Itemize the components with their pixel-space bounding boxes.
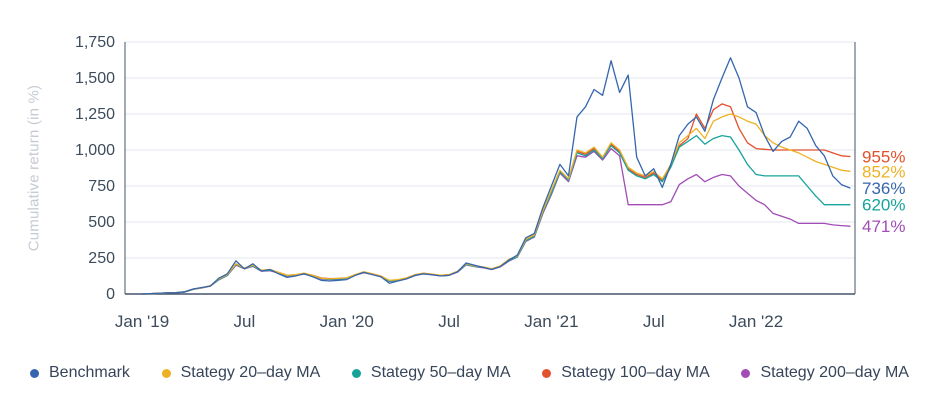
legend-label-50day-ma: Stategy 50–day MA: [370, 364, 511, 381]
legend-label-100day-ma: Stategy 100–day MA: [561, 364, 710, 381]
end-label-benchmark: 736%: [862, 179, 905, 198]
y-tick-label: 1,250: [75, 106, 115, 123]
y-tick-label: 0: [106, 286, 115, 303]
x-tick-label: Jan '21: [524, 312, 578, 331]
legend-dot-20day-ma: [161, 368, 171, 378]
series-line-benchmark: [141, 57, 851, 295]
legend-dot-100day-ma: [542, 368, 552, 378]
end-label-stategy-200-day-ma: 471%: [862, 217, 905, 236]
x-tick-label: Jul: [234, 312, 256, 331]
legend-dot-benchmark: [30, 368, 39, 378]
chart-legend: Benchmark Stategy 20–day MA Stategy 50–d…: [0, 364, 949, 382]
y-tick-label: 500: [88, 214, 115, 231]
end-label-stategy-20-day-ma: 852%: [862, 162, 905, 181]
series-line-stategy-50-day-ma: [141, 134, 851, 295]
series-line-stategy-100-day-ma: [141, 103, 851, 295]
x-tick-label: Jan '19: [115, 312, 169, 331]
legend-label-benchmark: Benchmark: [49, 364, 130, 381]
legend-label-20day-ma: Stategy 20–day MA: [180, 364, 321, 381]
y-tick-label: 1,750: [75, 34, 115, 51]
legend-dot-50day-ma: [351, 368, 361, 378]
legend-dot-200day-ma: [741, 368, 751, 378]
legend-item-50day-ma[interactable]: Stategy 50–day MA: [351, 364, 511, 382]
end-label-stategy-50-day-ma: 620%: [862, 196, 905, 215]
legend-item-20day-ma[interactable]: Stategy 20–day MA: [161, 364, 321, 382]
end-label-stategy-100-day-ma: 955%: [862, 147, 905, 166]
series-line-stategy-200-day-ma: [141, 147, 851, 295]
y-tick-label: 1,000: [75, 142, 115, 159]
legend-item-200day-ma[interactable]: Stategy 200–day MA: [741, 364, 909, 382]
x-tick-label: Jan '22: [729, 312, 783, 331]
x-tick-label: Jul: [643, 312, 665, 331]
legend-item-benchmark[interactable]: Benchmark: [30, 364, 130, 382]
y-tick-label: 250: [88, 250, 115, 267]
x-tick-label: Jan '20: [320, 312, 374, 331]
legend-label-200day-ma: Stategy 200–day MA: [760, 364, 909, 381]
y-tick-label: 1,500: [75, 70, 115, 87]
y-tick-label: 750: [88, 178, 115, 195]
x-tick-label: Jul: [438, 312, 460, 331]
y-axis-title: Cumulative return (in %): [25, 84, 43, 252]
legend-item-100day-ma[interactable]: Stategy 100–day MA: [542, 364, 710, 382]
chart-plot: 0 250 500 750 1,000 1,250 1,500 1,750 Jan '19 Jul…: [75, 34, 906, 331]
